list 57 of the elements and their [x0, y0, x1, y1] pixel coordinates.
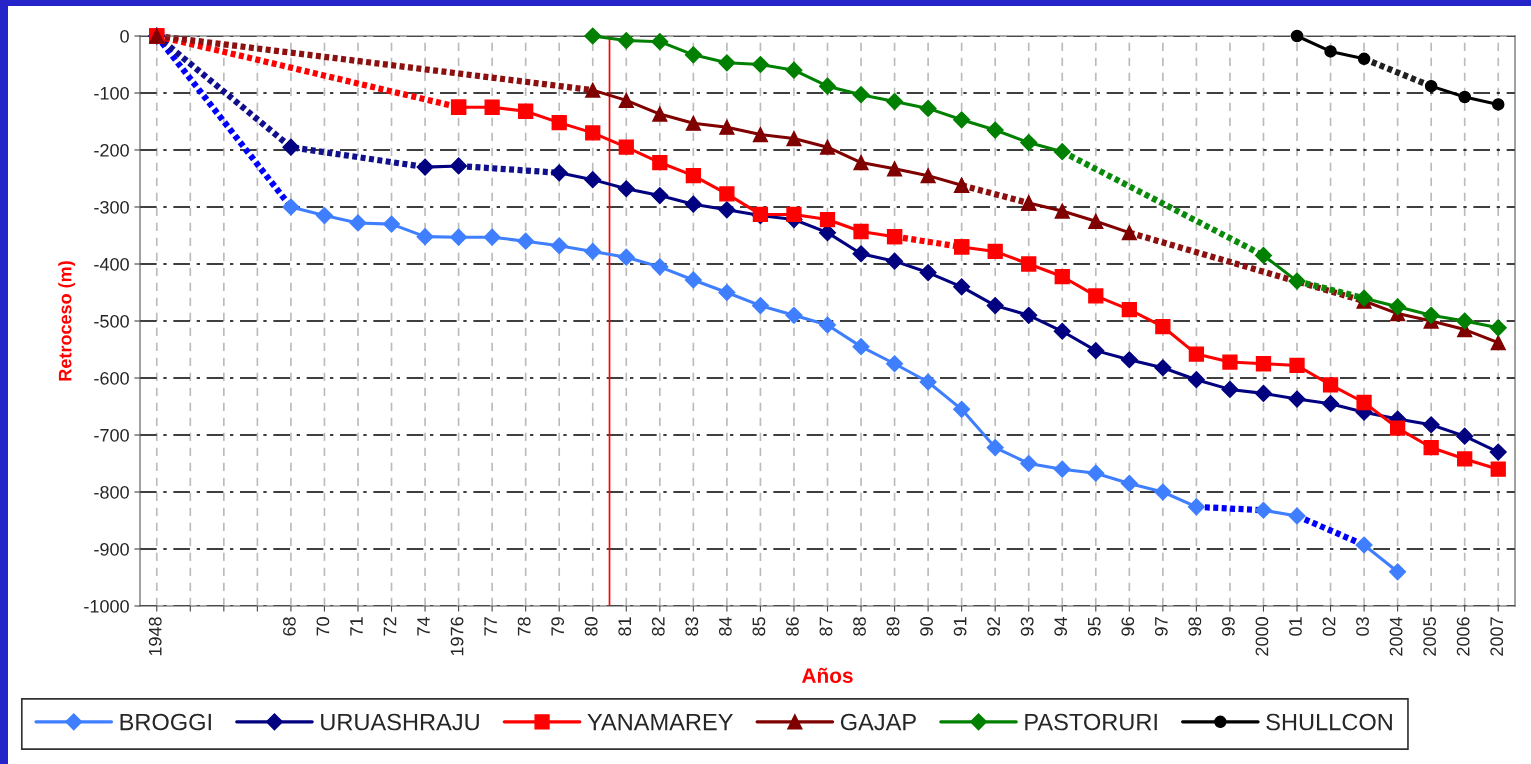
- x-tick-label: 2000: [1255, 617, 1269, 656]
- y-tick-label: -500: [94, 314, 129, 328]
- x-tick-label: 83: [685, 617, 699, 636]
- y-tick-label: -700: [94, 428, 129, 442]
- y-tick-label: -400: [94, 257, 129, 271]
- x-tick-label: 93: [1020, 617, 1034, 636]
- legend-label: GAJAP: [840, 713, 916, 731]
- x-tick-label: 01: [1289, 617, 1302, 636]
- x-tick-label: 81: [618, 617, 632, 636]
- legend-label: BROGGI: [120, 713, 211, 731]
- x-tick-label: 71: [350, 617, 363, 636]
- x-tick-label: 02: [1322, 617, 1336, 636]
- x-tick-label: 96: [1121, 617, 1135, 636]
- x-tick-label: 90: [920, 617, 933, 636]
- x-axis-title: Años: [801, 667, 853, 683]
- x-tick-label: 92: [987, 617, 1001, 636]
- x-tick-label: 2007: [1490, 617, 1504, 656]
- x-tick-label: 1976: [450, 617, 464, 656]
- x-tick-label: 88: [853, 617, 866, 636]
- x-tick-label: 98: [1188, 617, 1202, 636]
- y-tick-label: -600: [94, 371, 129, 385]
- x-tick-label: 2005: [1423, 617, 1437, 656]
- x-tick-label: 72: [383, 617, 397, 636]
- x-tick-label: 94: [1054, 616, 1068, 636]
- x-tick-label: 86: [786, 617, 799, 636]
- x-tick-label: 99: [1222, 617, 1235, 636]
- x-tick-label: 95: [1087, 617, 1101, 636]
- y-tick-label: -300: [94, 200, 129, 214]
- x-tick-label: 2006: [1456, 617, 1470, 656]
- x-tick-label: 78: [517, 617, 531, 636]
- x-tick-label: 84: [718, 616, 732, 636]
- x-tick-label: 91: [953, 617, 967, 636]
- x-tick-label: 03: [1356, 617, 1369, 636]
- x-tick-label: 68: [282, 617, 296, 636]
- x-tick-label: 79: [551, 617, 565, 636]
- y-tick-label: -100: [94, 86, 129, 100]
- x-tick-label: 87: [819, 617, 833, 636]
- y-tick-label: -800: [94, 485, 129, 499]
- x-tick-label: 80: [584, 617, 598, 636]
- y-tick-label: 0: [120, 29, 129, 43]
- x-tick-label: 1948: [148, 617, 162, 656]
- y-tick-label: -900: [94, 542, 129, 556]
- y-tick-label: -200: [94, 143, 129, 157]
- x-tick-label: 70: [316, 617, 330, 636]
- x-tick-label: 89: [886, 617, 900, 636]
- x-tick-label: 85: [752, 617, 766, 636]
- x-tick-label: 97: [1154, 617, 1168, 636]
- legend-label: SHULLCON: [1266, 713, 1392, 731]
- legend-label: YANAMAREY: [587, 713, 733, 731]
- y-tick-label: -1000: [84, 599, 129, 613]
- x-tick-label: 2004: [1389, 616, 1403, 656]
- x-tick-label: 77: [484, 617, 497, 636]
- x-tick-label: 74: [417, 616, 430, 636]
- y-axis-title: Retroceso (m): [58, 261, 76, 381]
- x-tick-label: 82: [651, 617, 665, 636]
- legend-label: URUASHRAJU: [321, 713, 479, 731]
- legend-label: PASTORURI: [1025, 713, 1157, 731]
